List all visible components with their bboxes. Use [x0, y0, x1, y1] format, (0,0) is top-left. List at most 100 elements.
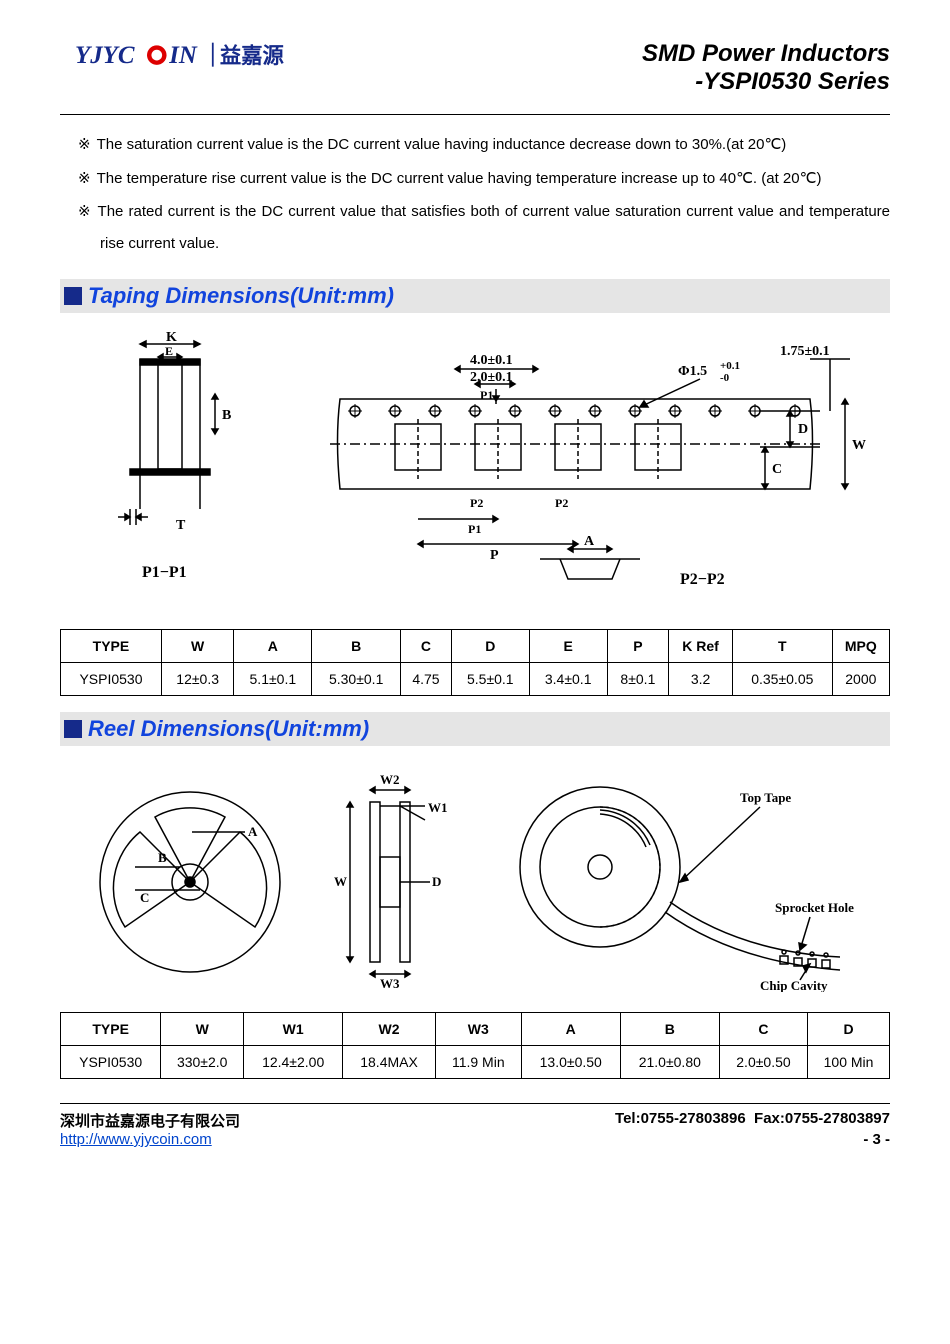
cell: 3.2: [669, 663, 733, 696]
svg-text:W: W: [334, 874, 347, 889]
svg-text:4.0±0.1: 4.0±0.1: [470, 353, 513, 368]
cell: 21.0±0.80: [620, 1046, 719, 1079]
col-header: A: [234, 630, 312, 663]
col-header: B: [620, 1013, 719, 1046]
cell: 5.5±0.1: [451, 663, 529, 696]
svg-text:A: A: [248, 824, 258, 839]
svg-text:Top Tape: Top Tape: [740, 790, 791, 805]
cell: 12.4±2.00: [244, 1046, 343, 1079]
logo-block: YJYC IN 益嘉源: [60, 40, 330, 72]
svg-text:Sprocket Hole: Sprocket Hole: [775, 900, 854, 915]
cell: 2.0±0.50: [719, 1046, 807, 1079]
cell: 11.9 Min: [435, 1046, 521, 1079]
footer: 深圳市益嘉源电子有限公司 Tel:0755-27803896 Fax:0755-…: [60, 1103, 890, 1148]
col-header: P: [607, 630, 669, 663]
svg-text:P2: P2: [470, 496, 483, 510]
cell: 18.4MAX: [343, 1046, 436, 1079]
reel-diagram: A B C W W2 W1 D W3: [60, 762, 890, 992]
svg-text:1.75±0.1: 1.75±0.1: [780, 344, 830, 359]
col-header: C: [401, 630, 452, 663]
svg-text:D: D: [432, 874, 441, 889]
svg-text:益嘉源: 益嘉源: [220, 43, 285, 68]
svg-text:Chip Cavity: Chip Cavity: [760, 978, 828, 992]
col-header: C: [719, 1013, 807, 1046]
square-icon: [64, 287, 82, 305]
section-taping-head: Taping Dimensions(Unit:mm): [60, 279, 890, 313]
svg-text:C: C: [140, 890, 149, 905]
section-reel-head: Reel Dimensions(Unit:mm): [60, 712, 890, 746]
square-icon: [64, 720, 82, 738]
cell: 100 Min: [808, 1046, 890, 1079]
svg-text:C: C: [772, 462, 782, 477]
svg-text:P1: P1: [480, 388, 493, 402]
col-header: E: [529, 630, 607, 663]
col-header: A: [521, 1013, 620, 1046]
col-header: W3: [435, 1013, 521, 1046]
cell: 0.35±0.05: [732, 663, 832, 696]
taping-diagram: K E B T P1−P1 4.0±0.1: [60, 329, 890, 609]
svg-text:K: K: [166, 330, 177, 345]
footer-company: 深圳市益嘉源电子有限公司: [60, 1110, 240, 1131]
col-header: W: [161, 1013, 244, 1046]
page-number: - 3 -: [863, 1131, 890, 1148]
svg-text:B: B: [158, 850, 167, 865]
col-header: W: [161, 630, 233, 663]
cell: YSPI0530: [61, 1046, 161, 1079]
col-header: TYPE: [61, 1013, 161, 1046]
col-header: T: [732, 630, 832, 663]
section-taping-title: Taping Dimensions(Unit:mm): [88, 283, 394, 309]
col-header: B: [312, 630, 401, 663]
svg-text:P2: P2: [555, 496, 568, 510]
svg-text:B: B: [222, 408, 231, 423]
svg-text:P1−P1: P1−P1: [142, 564, 187, 581]
cell: YSPI0530: [61, 663, 162, 696]
svg-text:YJYC: YJYC: [75, 42, 135, 69]
svg-text:T: T: [176, 518, 186, 533]
table-row: YSPI053012±0.35.1±0.15.30±0.14.755.5±0.1…: [61, 663, 890, 696]
cell: 5.1±0.1: [234, 663, 312, 696]
footer-url[interactable]: http://www.yjycoin.com: [60, 1131, 212, 1148]
svg-text:W: W: [852, 438, 866, 453]
col-header: W1: [244, 1013, 343, 1046]
cell: 330±2.0: [161, 1046, 244, 1079]
title-line2: -YSPI0530 Series: [642, 68, 890, 96]
cell: 13.0±0.50: [521, 1046, 620, 1079]
footer-contact: Tel:0755-27803896 Fax:0755-27803897: [615, 1110, 890, 1131]
note-item: ※The saturation current value is the DC …: [60, 129, 890, 161]
cell: 2000: [832, 663, 889, 696]
svg-text:Φ1.5: Φ1.5: [678, 364, 707, 379]
svg-text:A: A: [584, 534, 595, 549]
table-row: YSPI0530330±2.012.4±2.0018.4MAX11.9 Min1…: [61, 1046, 890, 1079]
svg-text:P1: P1: [468, 522, 481, 536]
svg-text:P: P: [490, 548, 499, 563]
col-header: W2: [343, 1013, 436, 1046]
svg-text:-0: -0: [720, 372, 730, 384]
header: YJYC IN 益嘉源 SMD Power Inductors -YSPI053…: [60, 40, 890, 96]
svg-text:D: D: [798, 422, 808, 437]
svg-text:+0.1: +0.1: [720, 360, 740, 372]
title-line1: SMD Power Inductors: [642, 40, 890, 68]
svg-text:W1: W1: [428, 800, 448, 815]
col-header: TYPE: [61, 630, 162, 663]
svg-text:2.0±0.1: 2.0±0.1: [470, 370, 513, 385]
header-rule: [60, 114, 890, 115]
svg-text:P2−P2: P2−P2: [680, 571, 725, 588]
svg-text:E: E: [165, 344, 173, 358]
reel-table: TYPEWW1W2W3ABCDYSPI0530330±2.012.4±2.001…: [60, 1012, 890, 1079]
svg-text:W2: W2: [380, 772, 400, 787]
col-header: D: [451, 630, 529, 663]
cell: 3.4±0.1: [529, 663, 607, 696]
notes-list: ※The saturation current value is the DC …: [60, 129, 890, 259]
col-header: K Ref: [669, 630, 733, 663]
title-block: SMD Power Inductors -YSPI0530 Series: [642, 40, 890, 96]
svg-text:W3: W3: [380, 976, 400, 991]
svg-text:IN: IN: [168, 42, 198, 69]
cell: 8±0.1: [607, 663, 669, 696]
cell: 12±0.3: [161, 663, 233, 696]
note-item: ※The rated current is the DC current val…: [60, 196, 890, 259]
col-header: D: [808, 1013, 890, 1046]
cell: 5.30±0.1: [312, 663, 401, 696]
note-item: ※The temperature rise current value is t…: [60, 163, 890, 195]
cell: 4.75: [401, 663, 452, 696]
logo-icon: YJYC IN 益嘉源: [60, 40, 330, 72]
